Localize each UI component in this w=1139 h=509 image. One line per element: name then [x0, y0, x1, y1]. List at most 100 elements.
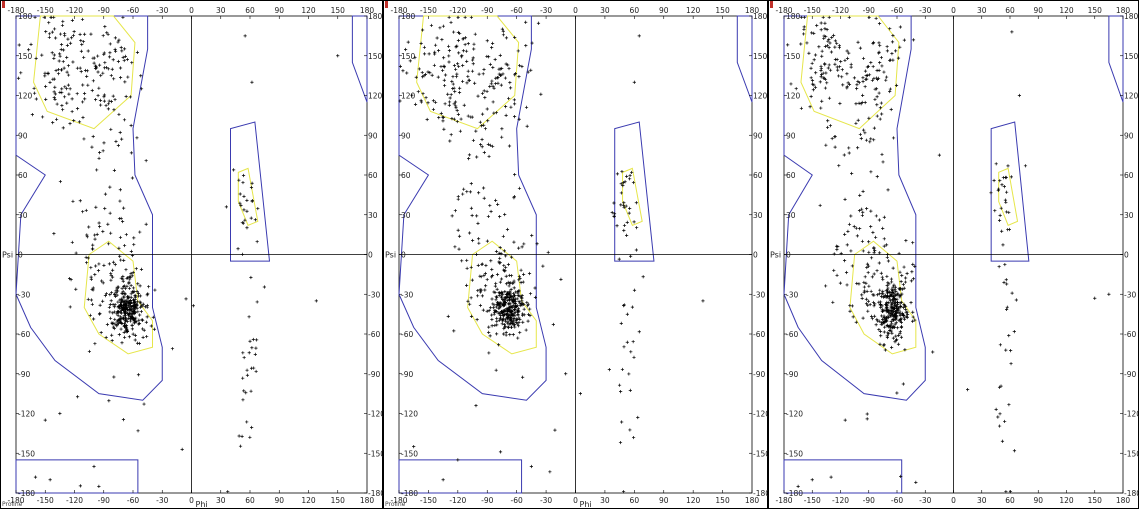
data-point — [845, 243, 849, 247]
data-point — [469, 15, 474, 19]
data-point — [508, 309, 512, 314]
data-point — [453, 90, 457, 94]
data-point — [854, 102, 858, 106]
data-point — [877, 22, 882, 26]
data-point — [892, 297, 896, 301]
data-point — [115, 320, 119, 324]
y-tick-label-left: -150 — [18, 449, 35, 458]
data-point — [516, 324, 521, 328]
data-point — [471, 138, 476, 143]
data-point — [503, 290, 507, 294]
data-point — [456, 194, 460, 199]
data-point — [870, 317, 874, 321]
data-point — [96, 268, 101, 273]
x-tick-label-bottom: -60 — [511, 496, 523, 505]
data-point — [436, 75, 440, 79]
y-tick-label-right: -60 — [753, 330, 765, 339]
allowed-region-bottom — [783, 459, 903, 494]
y-tick-label-left: 150 — [18, 52, 33, 61]
data-point — [180, 447, 184, 451]
data-point — [820, 49, 824, 53]
x-tick-label-top: -30 — [540, 6, 552, 15]
data-point — [72, 30, 76, 34]
data-point — [129, 307, 133, 311]
data-point — [498, 73, 502, 78]
data-point — [824, 35, 828, 39]
data-point — [500, 302, 504, 306]
y-tick-label-left: -180 — [786, 489, 803, 498]
data-point — [86, 49, 90, 53]
data-point — [113, 292, 117, 296]
data-point — [253, 218, 257, 222]
data-point — [124, 302, 128, 306]
data-point — [65, 101, 69, 105]
data-point — [623, 180, 627, 184]
data-point — [48, 478, 52, 482]
data-point — [520, 64, 524, 69]
data-point — [67, 92, 71, 96]
data-point — [102, 66, 107, 70]
data-point — [893, 309, 898, 314]
data-point — [911, 262, 915, 267]
data-point — [855, 83, 859, 87]
data-point — [535, 242, 539, 246]
x-tick-label-bottom: -150 — [37, 496, 54, 505]
data-point — [799, 42, 803, 46]
data-point — [455, 108, 459, 113]
data-point — [498, 280, 503, 284]
data-point — [469, 265, 473, 269]
data-point — [465, 190, 469, 194]
data-point — [894, 334, 898, 338]
data-point — [93, 237, 97, 241]
data-point — [861, 249, 865, 253]
data-point — [141, 302, 145, 306]
y-tick-label-right: 30 — [753, 211, 763, 220]
data-point — [117, 112, 121, 117]
data-point — [238, 444, 243, 448]
data-point — [70, 97, 74, 101]
y-tick-label-left: -90 — [401, 370, 413, 379]
data-point — [494, 295, 498, 299]
y-tick-label-left: -60 — [18, 330, 30, 339]
data-point — [1007, 403, 1011, 407]
data-point — [901, 306, 906, 310]
data-point — [495, 287, 499, 291]
data-point — [487, 154, 491, 159]
y-tick-label-right: 120 — [753, 92, 768, 101]
x-tick-label-top: -150 — [420, 6, 437, 15]
data-point — [847, 51, 851, 55]
data-point — [865, 262, 870, 266]
data-point — [629, 350, 633, 354]
data-point — [885, 308, 889, 312]
data-points — [398, 15, 705, 494]
data-point — [458, 86, 462, 90]
y-tick-label-left: -60 — [786, 330, 798, 339]
data-point — [866, 270, 870, 275]
data-point — [469, 182, 473, 186]
data-point — [104, 103, 108, 108]
data-point — [517, 294, 521, 298]
data-point — [103, 293, 108, 298]
data-point — [249, 185, 254, 190]
data-point — [632, 288, 637, 292]
data-point — [495, 272, 500, 277]
data-point — [519, 268, 523, 272]
data-point — [120, 291, 124, 295]
data-point — [424, 96, 428, 100]
data-point — [501, 234, 505, 238]
data-point — [875, 103, 879, 107]
data-point — [892, 325, 897, 329]
data-point — [116, 59, 121, 64]
data-point — [488, 306, 493, 310]
data-point — [449, 20, 453, 25]
data-point — [60, 87, 64, 91]
data-point — [136, 291, 141, 296]
data-point — [559, 277, 563, 282]
data-point — [500, 27, 504, 31]
data-point — [848, 303, 852, 308]
x-tick-label-bottom: -60 — [127, 496, 139, 505]
data-point — [849, 65, 853, 69]
data-point — [894, 83, 899, 87]
data-point — [130, 323, 134, 327]
data-point — [477, 191, 481, 195]
